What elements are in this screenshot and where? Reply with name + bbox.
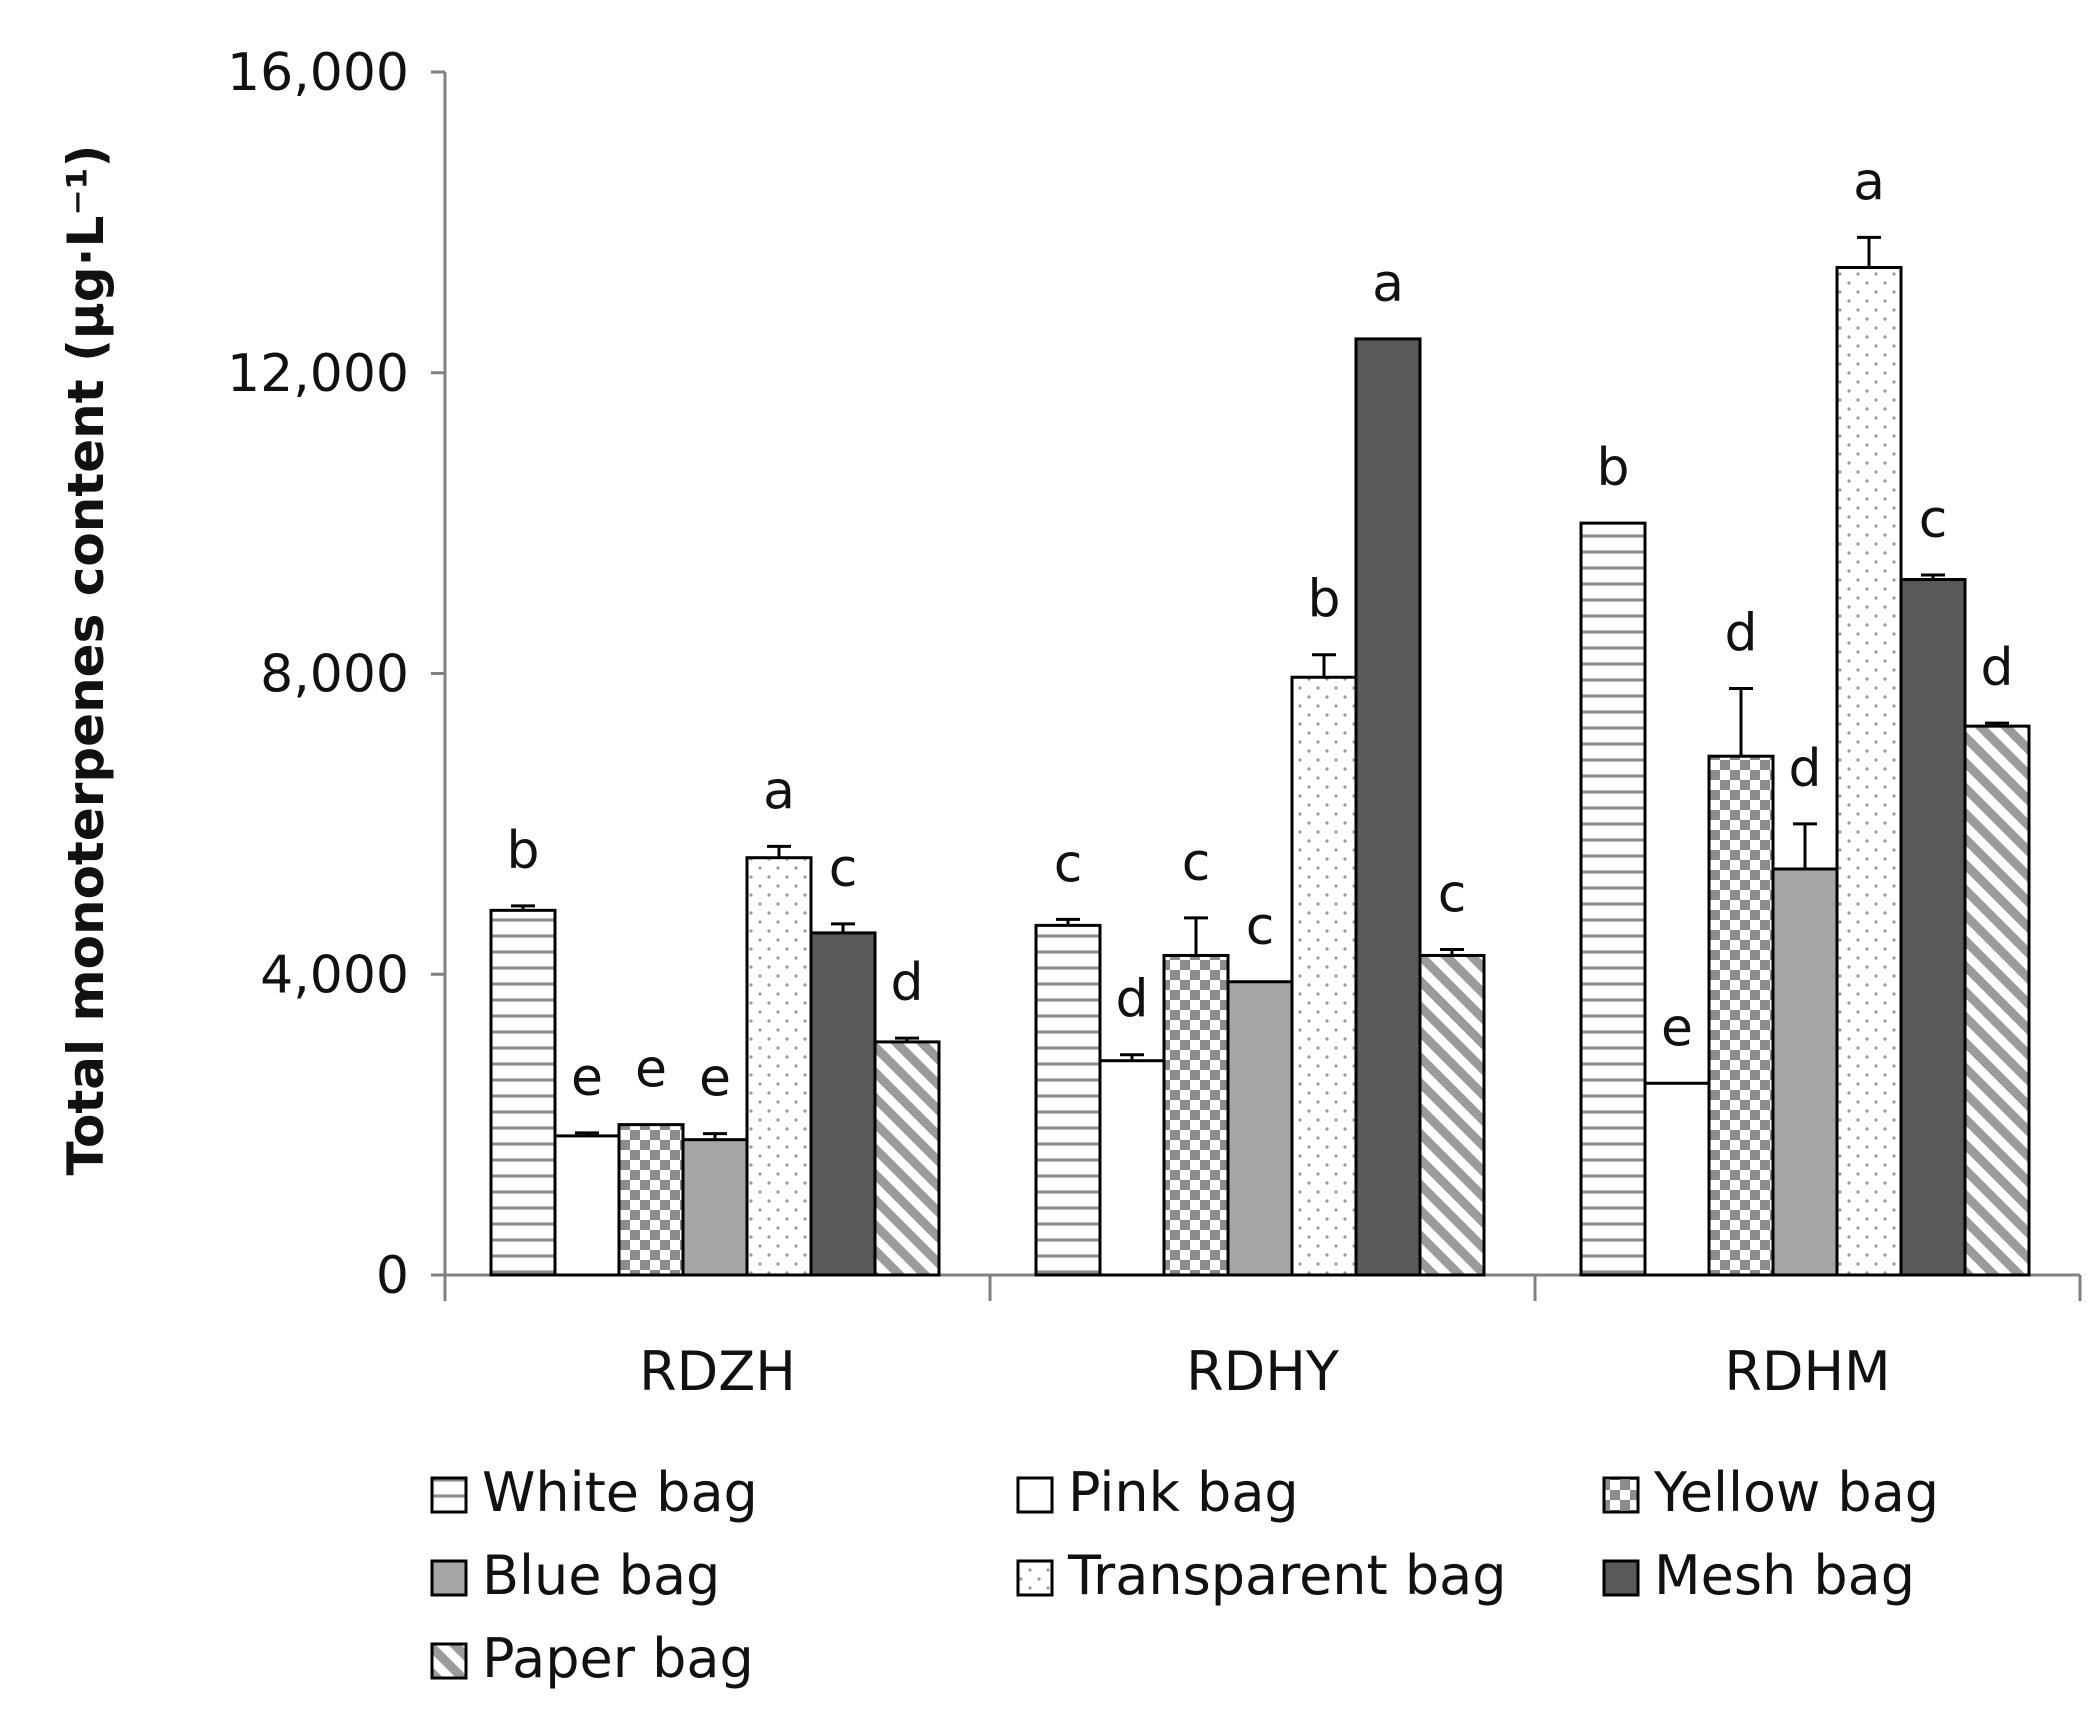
- bar-white-bag-rdhy: [1034, 923, 1102, 1277]
- y-tick-label: 8,000: [260, 645, 409, 705]
- legend-swatch: [1016, 1476, 1054, 1514]
- bar-pink-bag-rdzh: [553, 1134, 621, 1277]
- legend-label: White bag: [482, 1461, 758, 1524]
- bar-blue-bag-rdhm: [1771, 867, 1839, 1277]
- significance-letter: c: [1919, 490, 1948, 550]
- bar-paper-bag-rdhy: [1418, 953, 1486, 1277]
- y-tick-label: 4,000: [260, 945, 409, 1005]
- bar-pink-bag-rdhm: [1643, 1081, 1711, 1277]
- legend-item: White bag: [430, 1461, 758, 1524]
- bars: [489, 265, 2031, 1277]
- significance-letter: d: [890, 953, 923, 1013]
- bar-yellow-bag-rdhy: [1162, 953, 1230, 1277]
- bar-blue-bag-rdhy: [1226, 980, 1294, 1277]
- bar-transparent-bag-rdzh: [745, 856, 813, 1277]
- bar-paper-bag-rdhm: [1963, 724, 2031, 1277]
- y-axis-label: Total monoterpenes content (µg·L⁻¹): [57, 145, 115, 1176]
- bar-transparent-bag-rdhy: [1290, 675, 1358, 1277]
- category-label: RDHY: [1186, 1340, 1340, 1403]
- bar-yellow-bag-rdzh: [617, 1123, 685, 1277]
- legend-item: Mesh bag: [1602, 1544, 1915, 1607]
- significance-letter: c: [1438, 864, 1467, 924]
- legend-label: Mesh bag: [1654, 1544, 1915, 1607]
- significance-letter: d: [1724, 604, 1757, 664]
- category-label: RDHM: [1724, 1340, 1890, 1403]
- significance-letter: e: [635, 1040, 667, 1100]
- legend-swatch: [1602, 1476, 1640, 1514]
- y-tick-label: 12,000: [227, 344, 409, 404]
- significance-letter: b: [506, 821, 539, 881]
- y-tick-label: 16,000: [227, 43, 409, 103]
- y-axis: 0 4,000 8,000 12,000 16,000: [227, 43, 447, 1306]
- significance-letter: a: [1853, 152, 1885, 212]
- y-tick-label: 0: [376, 1246, 409, 1306]
- significance-letter: c: [1182, 833, 1211, 893]
- bar-transparent-bag-rdhm: [1835, 265, 1903, 1277]
- significance-letter: d: [1980, 638, 2013, 698]
- significance-letter: e: [571, 1048, 603, 1108]
- significance-letter: b: [1307, 570, 1340, 630]
- significance-letter: a: [1372, 254, 1404, 314]
- legend-label: Blue bag: [482, 1544, 720, 1607]
- bar-yellow-bag-rdhm: [1707, 754, 1775, 1277]
- x-axis: RDZH RDHY RDHM: [443, 1273, 2082, 1403]
- bar-mesh-bag-rdhy: [1354, 337, 1422, 1277]
- significance-letter: d: [1115, 970, 1148, 1030]
- legend-item: Yellow bag: [1602, 1461, 1939, 1524]
- bar-white-bag-rdzh: [489, 908, 557, 1277]
- legend-swatch: [430, 1476, 468, 1514]
- legend-label: Transparent bag: [1067, 1544, 1507, 1607]
- legend-item: Transparent bag: [1016, 1544, 1507, 1607]
- significance-letter: c: [1246, 897, 1275, 957]
- legend-item: Paper bag: [430, 1627, 754, 1690]
- legend-label: Pink bag: [1068, 1461, 1299, 1524]
- bar-blue-bag-rdzh: [681, 1138, 749, 1277]
- significance-letter: c: [829, 839, 858, 899]
- legend-swatch: [430, 1559, 468, 1597]
- legend-label: Paper bag: [482, 1627, 754, 1690]
- significance-letter: e: [1661, 998, 1693, 1058]
- bar-paper-bag-rdzh: [873, 1040, 941, 1277]
- significance-letter: b: [1596, 438, 1629, 498]
- legend-swatch: [1016, 1559, 1054, 1597]
- category-label: RDZH: [639, 1340, 796, 1403]
- significance-letter: a: [763, 761, 795, 821]
- legend: White bag Pink bag Yellow bag Blue bag Trans…: [430, 1461, 1939, 1690]
- significance-letter: e: [699, 1049, 731, 1109]
- bar-mesh-bag-rdhm: [1899, 578, 1967, 1277]
- bar-white-bag-rdhm: [1579, 521, 1647, 1277]
- legend-item: Pink bag: [1016, 1461, 1299, 1524]
- bar-pink-bag-rdhy: [1098, 1059, 1166, 1277]
- legend-item: Blue bag: [430, 1544, 720, 1607]
- legend-swatch: [1602, 1559, 1640, 1597]
- bar-mesh-bag-rdzh: [809, 931, 877, 1277]
- error-bars: [511, 235, 2009, 1140]
- significance-letter: c: [1054, 834, 1083, 894]
- legend-label: Yellow bag: [1653, 1461, 1939, 1524]
- legend-swatch: [430, 1642, 468, 1680]
- significance-letter: d: [1788, 739, 1821, 799]
